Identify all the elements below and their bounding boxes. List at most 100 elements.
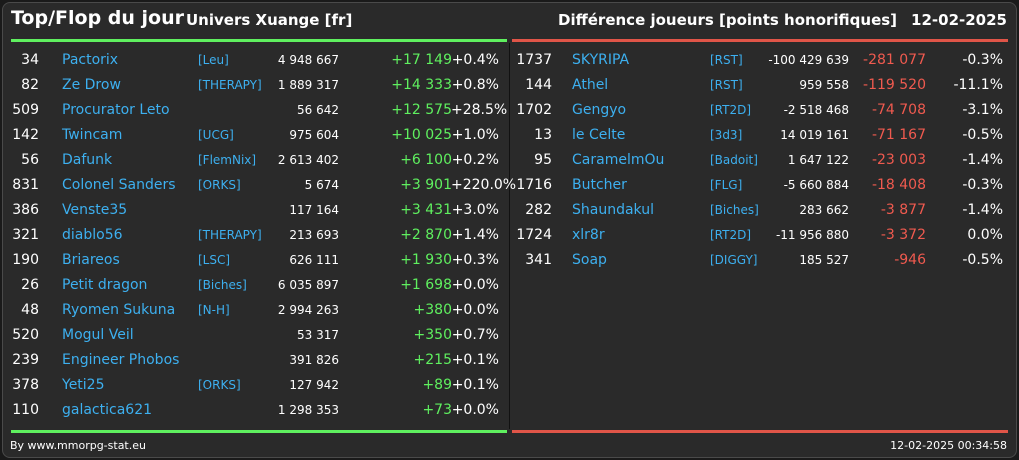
rank-cell: 190 [12,252,39,268]
percent-cell: +220.0% [451,177,517,193]
points-cell: -5 660 884 [783,178,849,192]
player-name-link[interactable]: Pactorix [62,52,119,68]
alliance-link[interactable]: [Badoit] [710,153,758,167]
alliance-link[interactable]: [RT2D] [710,228,752,242]
top-losers-list: 1737 SKYRIPA [RST] -100 429 639 -281 077 -0.3… [512,48,1008,273]
player-name-link[interactable]: Mogul Veil [62,327,134,343]
rank-cell: 378 [12,377,39,393]
player-name-link[interactable]: SKYRIPA [572,52,630,68]
diff-cell: +215 [413,352,452,368]
table-row: 831 Colonel Sanders [ORKS] 5 674 +3 901 +220.… [11,173,517,198]
table-row: 190 Briareos [LSC] 626 111 +1 930 +0.3% [11,248,507,273]
rank-cell: 239 [12,352,39,368]
table-row: 520 Mogul Veil 53 317 +350 +0.7% [11,323,507,348]
alliance-link[interactable]: [ORKS] [198,378,241,392]
player-name-link[interactable]: galactica621 [62,402,153,418]
player-name-link[interactable]: Petit dragon [62,277,148,293]
page-title: Top/Flop du jour [11,7,184,29]
player-name-link[interactable]: diablo56 [62,227,123,243]
player-name-link[interactable]: xlr8r [572,227,605,243]
percent-cell: +0.0% [451,277,499,293]
percent-cell: +0.3% [451,252,499,268]
percent-cell: -0.3% [962,177,1003,193]
table-row: 1716 Butcher [FLG] -5 660 884 -18 408 -0.3% [512,173,1008,198]
percent-cell: +3.0% [451,202,499,218]
points-cell: 14 019 161 [780,128,849,142]
percent-cell: -3.1% [962,102,1003,118]
player-name-link[interactable]: Twincam [62,127,123,143]
alliance-link[interactable]: [3d3] [710,128,743,142]
alliance-link[interactable]: [THERAPY] [198,228,262,242]
alliance-link[interactable]: [THERAPY] [198,78,262,92]
player-name-link[interactable]: Engineer Phobos [62,352,180,368]
points-cell: 1 298 353 [277,403,339,417]
alliance-link[interactable]: [RT2D] [710,103,752,117]
diff-cell: +3 901 [400,177,452,193]
rank-cell: 1702 [516,102,552,118]
percent-cell: 0.0% [967,227,1003,243]
alliance-link[interactable]: [N-H] [198,303,230,317]
points-cell: 56 642 [297,103,339,117]
player-name-link[interactable]: Venste35 [62,202,128,218]
player-name-link[interactable]: Gengyo [572,102,627,118]
points-cell: 283 662 [799,203,849,217]
diff-cell: +1 698 [400,277,452,293]
rank-cell: 142 [12,127,39,143]
points-cell: -2 518 468 [783,103,849,117]
alliance-link[interactable]: [ORKS] [198,178,241,192]
diff-cell: +73 [422,402,452,418]
diff-cell: +1 930 [400,252,452,268]
alliance-link[interactable]: [FlemNix] [198,153,257,167]
header-date: 12-02-2025 [911,11,1007,29]
player-name-link[interactable]: Ze Drow [62,77,121,93]
table-row: 56 Dafunk [FlemNix] 2 613 402 +6 100 +0.2% [11,148,507,173]
player-name-link[interactable]: Athel [572,77,609,93]
alliance-link[interactable]: [RST] [710,53,743,67]
table-row: 144 Athel [RST] 959 558 -119 520 -11.1% [512,73,1008,98]
diff-cell: -281 077 [863,52,926,68]
diff-cell: +3 431 [400,202,452,218]
rank-cell: 520 [12,327,39,343]
table-row: 1702 Gengyo [RT2D] -2 518 468 -74 708 -3.1% [512,98,1008,123]
alliance-link[interactable]: [RST] [710,78,743,92]
table-row: 142 Twincam [UCG] 975 604 +10 025 +1.0% [11,123,507,148]
rank-cell: 110 [12,402,39,418]
table-row: 378 Yeti25 [ORKS] 127 942 +89 +0.1% [11,373,507,398]
player-name-link[interactable]: Yeti25 [62,377,105,393]
player-name-link[interactable]: le Celte [572,127,626,143]
alliance-link[interactable]: [UCG] [198,128,234,142]
percent-cell: -0.5% [962,252,1003,268]
player-name-link[interactable]: Ryomen Sukuna [62,302,176,318]
diff-cell: -18 408 [871,177,926,193]
player-name-link[interactable]: Butcher [572,177,627,193]
diff-cell: -946 [894,252,926,268]
player-name-link[interactable]: Colonel Sanders [62,177,176,193]
diff-cell: +6 100 [400,152,452,168]
rank-cell: 1724 [516,227,552,243]
alliance-link[interactable]: [FLG] [710,178,743,192]
rank-cell: 13 [534,127,552,143]
player-name-link[interactable]: Shaundakul [572,202,654,218]
diff-cell: +2 870 [400,227,452,243]
alliance-link[interactable]: [Biches] [710,203,759,217]
player-name-link[interactable]: Briareos [62,252,120,268]
player-name-link[interactable]: CaramelmOu [572,152,665,168]
rank-cell: 144 [525,77,552,93]
player-name-link[interactable]: Soap [572,252,607,268]
rank-cell: 1716 [516,177,552,193]
rank-cell: 34 [21,52,39,68]
table-row: 95 CaramelmOu [Badoit] 1 647 122 -23 003 -1.4… [512,148,1008,173]
flop-accent-bar [512,39,1008,42]
top-gainers-list: 34 Pactorix [Leu] 4 948 667 +17 149 +0.4% 82 Ze… [11,48,517,423]
table-row: 26 Petit dragon [Biches] 6 035 897 +1 698 +0.… [11,273,507,298]
alliance-link[interactable]: [LSC] [198,253,231,267]
footer-timestamp: 12-02-2025 00:34:58 [890,439,1007,452]
points-cell: 53 317 [297,328,339,342]
alliance-link[interactable]: [Leu] [198,53,229,67]
diff-cell: +380 [413,302,452,318]
alliance-link[interactable]: [Biches] [198,278,247,292]
player-name-link[interactable]: Procurator Leto [62,102,170,118]
alliance-link[interactable]: [DIGGY] [710,253,758,267]
diff-cell: -71 167 [871,127,926,143]
player-name-link[interactable]: Dafunk [62,152,113,168]
